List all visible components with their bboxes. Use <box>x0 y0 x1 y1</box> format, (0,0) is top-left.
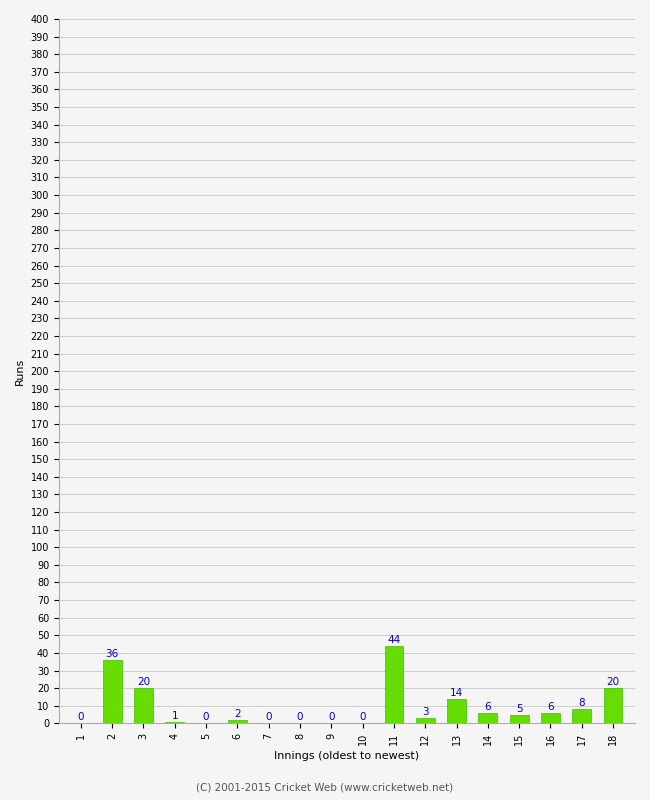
Text: 44: 44 <box>387 635 400 645</box>
Text: (C) 2001-2015 Cricket Web (www.cricketweb.net): (C) 2001-2015 Cricket Web (www.cricketwe… <box>196 782 454 792</box>
Text: 0: 0 <box>359 713 366 722</box>
Y-axis label: Runs: Runs <box>15 358 25 385</box>
Text: 0: 0 <box>328 713 335 722</box>
Bar <box>478 713 497 723</box>
Bar <box>385 646 403 723</box>
Text: 20: 20 <box>137 678 150 687</box>
Bar <box>103 660 122 723</box>
Text: 2: 2 <box>234 709 240 719</box>
Bar <box>134 688 153 723</box>
Bar <box>165 722 184 723</box>
Bar <box>416 718 435 723</box>
Text: 5: 5 <box>516 704 523 714</box>
Bar <box>604 688 623 723</box>
Text: 3: 3 <box>422 707 428 717</box>
Text: 14: 14 <box>450 688 463 698</box>
Text: 8: 8 <box>578 698 585 708</box>
Text: 20: 20 <box>606 678 619 687</box>
Text: 6: 6 <box>547 702 554 712</box>
Text: 0: 0 <box>203 713 209 722</box>
Text: 0: 0 <box>265 713 272 722</box>
Bar <box>541 713 560 723</box>
Bar <box>447 698 466 723</box>
Bar <box>228 720 247 723</box>
Bar <box>573 710 591 723</box>
Text: 36: 36 <box>105 649 119 659</box>
Text: 0: 0 <box>297 713 304 722</box>
X-axis label: Innings (oldest to newest): Innings (oldest to newest) <box>274 751 419 761</box>
Text: 0: 0 <box>77 713 84 722</box>
Bar <box>510 714 528 723</box>
Text: 1: 1 <box>172 710 178 721</box>
Text: 6: 6 <box>484 702 491 712</box>
